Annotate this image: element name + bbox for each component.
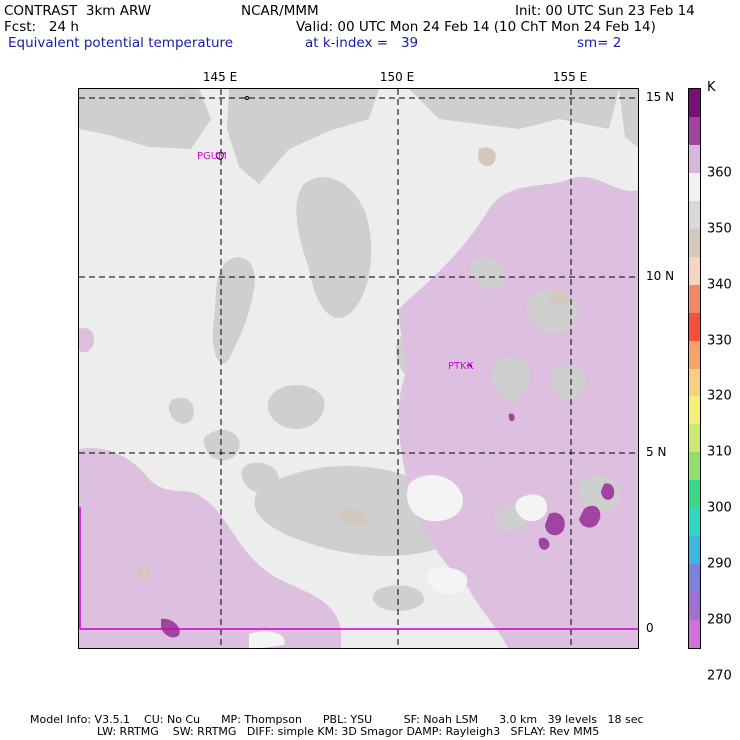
- colorbar-swatch: [689, 312, 700, 341]
- colorbar-tick-label: 290: [707, 556, 732, 572]
- lat-label-equator: 0: [646, 621, 654, 635]
- colorbar-swatch: [689, 452, 700, 481]
- colorbar-swatch: [689, 480, 700, 509]
- colorbar-tick-label: 330: [707, 333, 732, 349]
- lon-label-150e: 150 E: [379, 70, 415, 84]
- graticule: [79, 89, 638, 648]
- colorbar-swatch: [689, 424, 700, 453]
- colorbar-tick-label: 300: [707, 500, 732, 516]
- colorbar-unit: K: [707, 80, 716, 95]
- colorbar-swatch: [689, 89, 700, 117]
- colorbar-tick-label: 340: [707, 277, 732, 293]
- colorbar-swatch: [689, 116, 700, 145]
- colorbar-swatch: [689, 508, 700, 537]
- field-345k-patches: [137, 90, 570, 580]
- colorbar-swatch: [689, 200, 700, 229]
- field-title: Equivalent potential temperature: [8, 35, 234, 51]
- map-field: [79, 89, 638, 648]
- station-label-ptkk: PTKK: [448, 361, 474, 372]
- station-markers: [215, 96, 473, 368]
- island-dot: [245, 96, 249, 100]
- level-index: at k-index = 39: [305, 35, 419, 51]
- model-info-line2: LW: RRTMG SW: RRTMG DIFF: simple KM: 3D …: [97, 725, 600, 738]
- colorbar-swatch: [689, 592, 700, 621]
- colorbar-swatch: [689, 256, 700, 285]
- smoothing-label: sm= 2: [577, 35, 622, 51]
- field-360k-band: [249, 474, 548, 648]
- lon-label-155e: 155 E: [552, 70, 588, 84]
- colorbar-tick-label: 310: [707, 444, 732, 460]
- domain-boundary: [79, 507, 638, 630]
- map-panel[interactable]: [78, 88, 639, 649]
- colorbar-tick-label: 350: [707, 221, 732, 237]
- colorbar-swatch: [689, 368, 700, 397]
- station-label-pgum: PGUM: [197, 151, 227, 162]
- lat-label-15n: 15 N: [646, 90, 675, 104]
- model-title: CONTRAST 3km ARW: [4, 3, 152, 19]
- colorbar: [688, 88, 701, 649]
- colorbar-tick-label: 360: [707, 165, 732, 181]
- colorbar-swatch: [689, 396, 700, 425]
- lon-label-145e: 145 E: [202, 70, 238, 84]
- colorbar-swatch: [689, 564, 700, 593]
- valid-time: Valid: 00 UTC Mon 24 Feb 14 (10 ChT Mon …: [296, 19, 656, 35]
- colorbar-swatch: [689, 340, 700, 369]
- lat-label-10n: 10 N: [646, 269, 675, 283]
- colorbar-tick-label: 280: [707, 612, 732, 628]
- colorbar-tick-label: 320: [707, 388, 732, 404]
- field-360k-regions: [79, 177, 638, 648]
- colorbar-swatch: [689, 144, 700, 173]
- guam-outline: [215, 151, 224, 160]
- colorbar-swatch: [689, 620, 700, 649]
- lat-label-5n: 5 N: [646, 445, 667, 459]
- chuuk-outline: [466, 363, 473, 368]
- field-370k-cores: [161, 413, 615, 638]
- colorbar-swatch: [689, 228, 700, 257]
- colorbar-swatch: [689, 172, 700, 201]
- forecast-hour: Fcst: 24 h: [4, 19, 79, 35]
- init-time: Init: 00 UTC Sun 23 Feb 14: [515, 3, 695, 19]
- model-info-line1: Model Info: V3.5.1 CU: No Cu MP: Thompso…: [30, 713, 644, 726]
- colorbar-swatch: [689, 536, 700, 565]
- colorbar-tick-label: 270: [707, 668, 732, 684]
- colorbar-swatch: [689, 284, 700, 313]
- institution-label: NCAR/MMM: [241, 3, 319, 19]
